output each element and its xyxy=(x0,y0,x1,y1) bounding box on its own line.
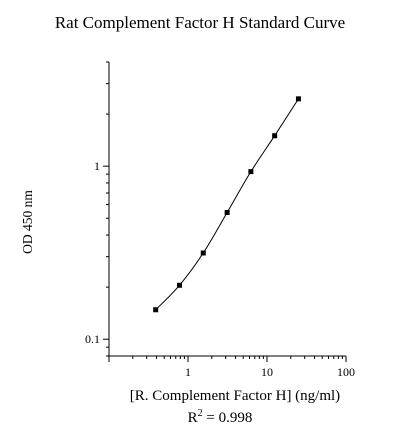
x-tick-label: 10 xyxy=(261,365,273,379)
fit-curve xyxy=(155,98,299,311)
axes: 1 10 100 0.1 1 xyxy=(85,61,355,379)
chart-title: Rat Complement Factor H Standard Curve xyxy=(54,13,346,32)
r-squared-prefix: R xyxy=(187,410,198,426)
r-squared-annotation: R2 = 0.998 xyxy=(0,408,400,427)
y-tick-label: 0.1 xyxy=(85,332,100,346)
data-point xyxy=(176,282,182,288)
data-point xyxy=(272,133,278,139)
data-point xyxy=(153,307,159,313)
x-tick-label: 1 xyxy=(185,365,191,379)
x-axis-label: [R. Complement Factor H] (ng/ml) xyxy=(129,388,341,404)
data-point xyxy=(224,209,230,215)
x-tick-label: 100 xyxy=(337,365,355,379)
y-tick-label: 1 xyxy=(94,159,100,173)
fit-curve-layer xyxy=(155,98,299,311)
r-squared-value: = 0.998 xyxy=(202,410,253,426)
data-point xyxy=(200,250,206,256)
data-points-layer xyxy=(153,96,301,313)
data-point xyxy=(248,169,254,175)
data-point xyxy=(295,96,301,102)
r-squared-superscript: 2 xyxy=(197,408,203,419)
